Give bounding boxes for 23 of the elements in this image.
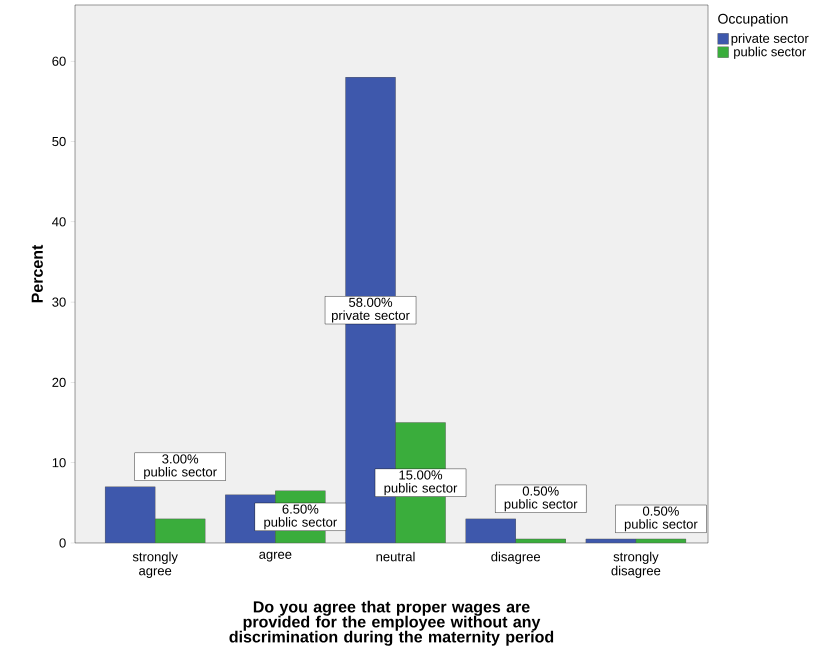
x-tick-label: agree <box>259 552 292 562</box>
data-label: 15.00% public sector <box>384 470 458 496</box>
x-tick-label: neutral <box>376 552 415 562</box>
x-axis-title: Do you agree that proper wages are provided for the employee without any discrimination during the maternity period <box>229 600 554 646</box>
y-tick-label: 50 <box>52 136 66 146</box>
data-label: 3.00% public sector <box>144 454 217 480</box>
legend-label: public sector <box>734 46 806 59</box>
y-tick-label: 60 <box>52 56 66 66</box>
legend-label: private sector <box>732 33 809 46</box>
x-tick-label: strongly disagree <box>612 552 660 578</box>
y-axis-title: Percent <box>32 244 43 302</box>
legend-title: Occupation <box>718 13 788 26</box>
data-label: 0.50% public sector <box>504 486 578 512</box>
data-label: 58.00% private sector <box>332 298 410 323</box>
y-tick-label: 0 <box>59 538 66 548</box>
data-label: 6.50% public sector <box>264 504 337 530</box>
y-tick-label: 20 <box>52 378 66 387</box>
y-tick-label: 40 <box>52 217 66 226</box>
x-tick-label: disagree <box>491 552 540 564</box>
x-tick-label: strongly agree <box>132 552 178 578</box>
data-label: 0.50% public sector <box>624 506 698 532</box>
y-tick-label: 30 <box>52 297 66 307</box>
y-tick-label: 10 <box>52 458 66 468</box>
